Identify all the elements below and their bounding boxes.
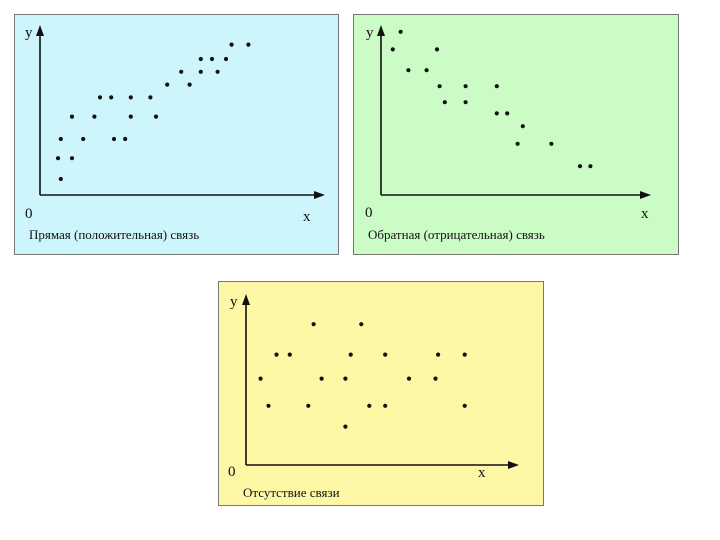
x-axis-arrow	[640, 191, 651, 199]
scatter-point	[398, 29, 403, 34]
scatter-point	[462, 352, 467, 357]
scatter-point	[515, 141, 520, 146]
scatter-point	[383, 403, 388, 408]
chart-caption: Обратная (отрицательная) связь	[368, 227, 545, 242]
plot-background	[15, 15, 338, 254]
scatter-point	[55, 156, 61, 161]
scatter-point	[92, 114, 97, 119]
origin-label: 0	[365, 205, 373, 221]
x-axis-arrow	[508, 461, 519, 469]
scatter-point	[588, 164, 593, 169]
scatter-point	[442, 100, 447, 105]
scatter-point	[69, 114, 75, 119]
scatter-point	[577, 164, 583, 169]
chart-panel-none: y x 0 Отсутствие связи	[218, 281, 544, 506]
scatter-point	[69, 156, 75, 161]
scatter-point	[58, 136, 63, 142]
y-axis-arrow	[242, 294, 250, 305]
scatter-point	[437, 84, 442, 89]
scatter-point	[520, 124, 525, 129]
scatter-point	[148, 95, 153, 100]
scatter-point	[287, 352, 292, 357]
scatter-point	[266, 403, 271, 408]
scatter-point	[111, 136, 117, 142]
scatter-point	[97, 95, 103, 100]
scatter-point	[463, 84, 468, 89]
scatter-point	[319, 376, 324, 381]
scatter-point	[109, 95, 114, 100]
scatter-point	[424, 68, 429, 73]
scatter-point	[165, 82, 170, 87]
scatter-point	[383, 352, 388, 357]
plot-background	[354, 15, 678, 254]
scatter-point	[215, 69, 220, 74]
scatter-point	[58, 176, 63, 182]
scatter-point	[343, 424, 348, 429]
scatter-point	[549, 141, 554, 146]
scatter-point	[434, 47, 440, 52]
scatter-point	[123, 136, 128, 142]
chart-panel-positive: y x 0 Прямая (положительная) связь	[14, 14, 339, 255]
scatter-point	[311, 322, 316, 327]
scatter-point	[198, 69, 203, 74]
scatter-point	[128, 114, 133, 119]
scatter-point	[433, 376, 438, 381]
scatter-point	[436, 352, 441, 357]
scatter-point	[505, 111, 510, 116]
chart-caption: Отсутствие связи	[243, 485, 340, 500]
scatter-point	[153, 114, 159, 119]
y-axis-label: y	[366, 25, 374, 41]
scatter-point	[343, 376, 348, 381]
scatter-point	[198, 56, 203, 62]
scatter-point	[463, 100, 468, 105]
scatter-point	[406, 376, 412, 381]
chart-caption: Прямая (положительная) связь	[29, 227, 200, 242]
y-axis-arrow	[36, 25, 44, 36]
scatter-point	[128, 95, 133, 100]
scatter-point	[494, 111, 499, 116]
scatter-point	[81, 136, 86, 142]
scatter-point	[223, 56, 229, 62]
scatter-point	[306, 403, 311, 408]
scatter-point	[348, 352, 353, 357]
scatter-point	[209, 56, 215, 62]
scatter-point	[406, 68, 411, 73]
scatter-point	[494, 84, 499, 89]
x-axis-label: x	[478, 465, 486, 481]
origin-label: 0	[228, 464, 236, 480]
scatter-point	[367, 403, 372, 408]
scatter-point	[390, 47, 395, 52]
scatter-plot-negative: y x 0	[354, 15, 678, 254]
scatter-point	[462, 403, 467, 408]
scatter-plot-positive: y x 0	[15, 15, 338, 254]
scatter-point	[359, 322, 364, 327]
x-axis-label: x	[303, 209, 311, 225]
scatter-point	[246, 42, 251, 47]
scatter-point	[187, 82, 192, 87]
x-axis-label: x	[641, 206, 649, 222]
scatter-point	[274, 352, 279, 357]
scatter-point	[179, 69, 184, 74]
origin-label: 0	[25, 206, 33, 222]
plot-background	[219, 282, 543, 505]
scatter-point	[258, 376, 263, 381]
x-axis-arrow	[314, 191, 325, 199]
scatter-plot-none: y x 0	[219, 282, 543, 505]
y-axis-label: y	[25, 25, 33, 41]
y-axis-label: y	[230, 294, 238, 310]
y-axis-arrow	[377, 25, 385, 36]
chart-panel-negative: y x 0 Обратная (отрицательная) связь	[353, 14, 679, 255]
scatter-point	[229, 42, 234, 47]
